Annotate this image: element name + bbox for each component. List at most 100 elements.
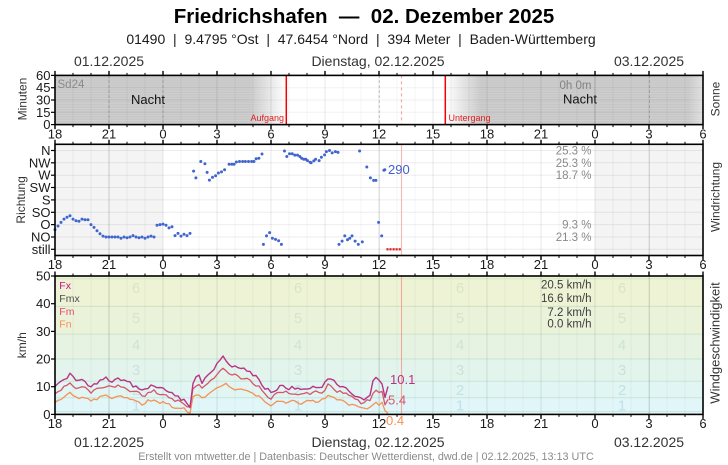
svg-text:3: 3 <box>294 362 302 379</box>
svg-text:45: 45 <box>36 80 50 95</box>
svg-text:50: 50 <box>36 269 50 284</box>
svg-text:21: 21 <box>102 126 116 141</box>
svg-text:18: 18 <box>480 416 494 431</box>
svg-text:Fm: Fm <box>59 306 74 318</box>
svg-text:18: 18 <box>480 126 494 141</box>
svg-text:SO: SO <box>32 205 51 220</box>
svg-text:3: 3 <box>213 257 220 272</box>
svg-text:15: 15 <box>426 416 440 431</box>
svg-text:Sonne: Sonne <box>709 81 723 116</box>
svg-text:4: 4 <box>456 337 464 354</box>
svg-text:15: 15 <box>426 126 440 141</box>
svg-text:9: 9 <box>321 257 328 272</box>
svg-text:21.3 %: 21.3 % <box>556 232 592 244</box>
svg-text:25.3 %: 25.3 % <box>556 158 592 170</box>
svg-text:5.4: 5.4 <box>388 393 406 408</box>
svg-text:6: 6 <box>267 416 274 431</box>
svg-text:5: 5 <box>132 310 140 327</box>
svg-text:3: 3 <box>645 126 652 141</box>
svg-text:Nacht: Nacht <box>131 92 165 107</box>
svg-text:290: 290 <box>388 162 410 177</box>
svg-text:6: 6 <box>456 280 464 297</box>
svg-text:21: 21 <box>102 257 116 272</box>
svg-text:Nacht: Nacht <box>563 92 597 107</box>
svg-text:3: 3 <box>618 362 626 379</box>
svg-text:Aufgang: Aufgang <box>250 113 284 123</box>
svg-text:18: 18 <box>48 126 62 141</box>
svg-text:7.2 km/h: 7.2 km/h <box>547 307 591 319</box>
svg-text:9: 9 <box>321 126 328 141</box>
svg-text:4: 4 <box>132 337 140 354</box>
svg-text:6: 6 <box>267 257 274 272</box>
svg-text:9.3 %: 9.3 % <box>562 220 591 232</box>
svg-text:2: 2 <box>132 382 140 399</box>
svg-text:W: W <box>38 168 51 183</box>
svg-text:01.12.2025: 01.12.2025 <box>74 53 144 69</box>
svg-text:0.4: 0.4 <box>386 413 404 428</box>
svg-text:S: S <box>42 192 51 207</box>
svg-text:0h 0m: 0h 0m <box>560 80 592 92</box>
svg-text:6: 6 <box>132 280 140 297</box>
svg-text:Windrichtung: Windrichtung <box>709 162 723 232</box>
svg-text:1: 1 <box>618 398 626 415</box>
svg-text:3: 3 <box>456 362 464 379</box>
svg-text:6: 6 <box>294 280 302 297</box>
svg-text:10.1: 10.1 <box>390 372 415 387</box>
svg-text:18: 18 <box>48 257 62 272</box>
svg-text:21: 21 <box>534 416 548 431</box>
svg-text:km/h: km/h <box>15 332 29 358</box>
svg-text:40: 40 <box>36 296 50 311</box>
svg-text:0: 0 <box>43 407 50 422</box>
svg-text:25.3 %: 25.3 % <box>556 146 592 158</box>
svg-text:4: 4 <box>294 337 302 354</box>
svg-text:15: 15 <box>426 257 440 272</box>
svg-text:Dienstag, 02.12.2025: Dienstag, 02.12.2025 <box>311 434 444 450</box>
svg-text:6: 6 <box>618 280 626 297</box>
svg-text:Windgeschwindigkeit: Windgeschwindigkeit <box>708 282 723 404</box>
svg-text:0: 0 <box>159 126 166 141</box>
svg-text:Fn: Fn <box>59 318 71 330</box>
svg-text:3: 3 <box>213 126 220 141</box>
svg-text:30: 30 <box>36 324 50 339</box>
svg-text:1: 1 <box>456 398 464 415</box>
svg-text:5: 5 <box>618 310 626 327</box>
svg-text:12: 12 <box>372 126 386 141</box>
svg-text:60: 60 <box>36 68 50 83</box>
svg-text:18: 18 <box>480 257 494 272</box>
svg-text:N: N <box>41 143 50 158</box>
svg-text:6: 6 <box>699 257 706 272</box>
svg-text:18: 18 <box>48 416 62 431</box>
svg-text:15: 15 <box>36 105 50 120</box>
svg-text:9: 9 <box>321 416 328 431</box>
svg-text:0: 0 <box>159 416 166 431</box>
svg-text:Dienstag, 02.12.2025: Dienstag, 02.12.2025 <box>311 53 444 69</box>
svg-text:18.7 %: 18.7 % <box>556 170 592 182</box>
svg-text:5: 5 <box>456 310 464 327</box>
svg-text:20: 20 <box>36 352 50 367</box>
svg-text:3: 3 <box>213 416 220 431</box>
svg-text:21: 21 <box>534 257 548 272</box>
svg-text:SW: SW <box>30 180 52 195</box>
svg-text:20.5 km/h: 20.5 km/h <box>541 280 592 292</box>
svg-text:0: 0 <box>591 257 598 272</box>
svg-text:NW: NW <box>29 155 51 170</box>
svg-text:O: O <box>40 217 50 232</box>
svg-text:Friedrichshafen — 02. Dezemb: Friedrichshafen — 02. Dezember 2025 <box>174 5 555 28</box>
svg-text:1: 1 <box>294 398 302 415</box>
svg-text:3: 3 <box>645 257 652 272</box>
svg-text:6: 6 <box>699 126 706 141</box>
svg-text:0: 0 <box>159 257 166 272</box>
svg-text:6: 6 <box>267 126 274 141</box>
svg-text:03.12.2025: 03.12.2025 <box>614 434 684 450</box>
svg-text:Fmx: Fmx <box>59 293 80 305</box>
svg-text:5: 5 <box>294 310 302 327</box>
svg-text:3: 3 <box>645 416 652 431</box>
svg-text:21: 21 <box>534 126 548 141</box>
svg-text:6: 6 <box>699 416 706 431</box>
svg-text:3: 3 <box>132 362 140 379</box>
svg-text:12: 12 <box>372 257 386 272</box>
svg-text:still: still <box>32 242 51 257</box>
svg-text:0: 0 <box>591 416 598 431</box>
svg-text:01.12.2025: 01.12.2025 <box>74 434 144 450</box>
svg-text:10: 10 <box>36 379 50 394</box>
